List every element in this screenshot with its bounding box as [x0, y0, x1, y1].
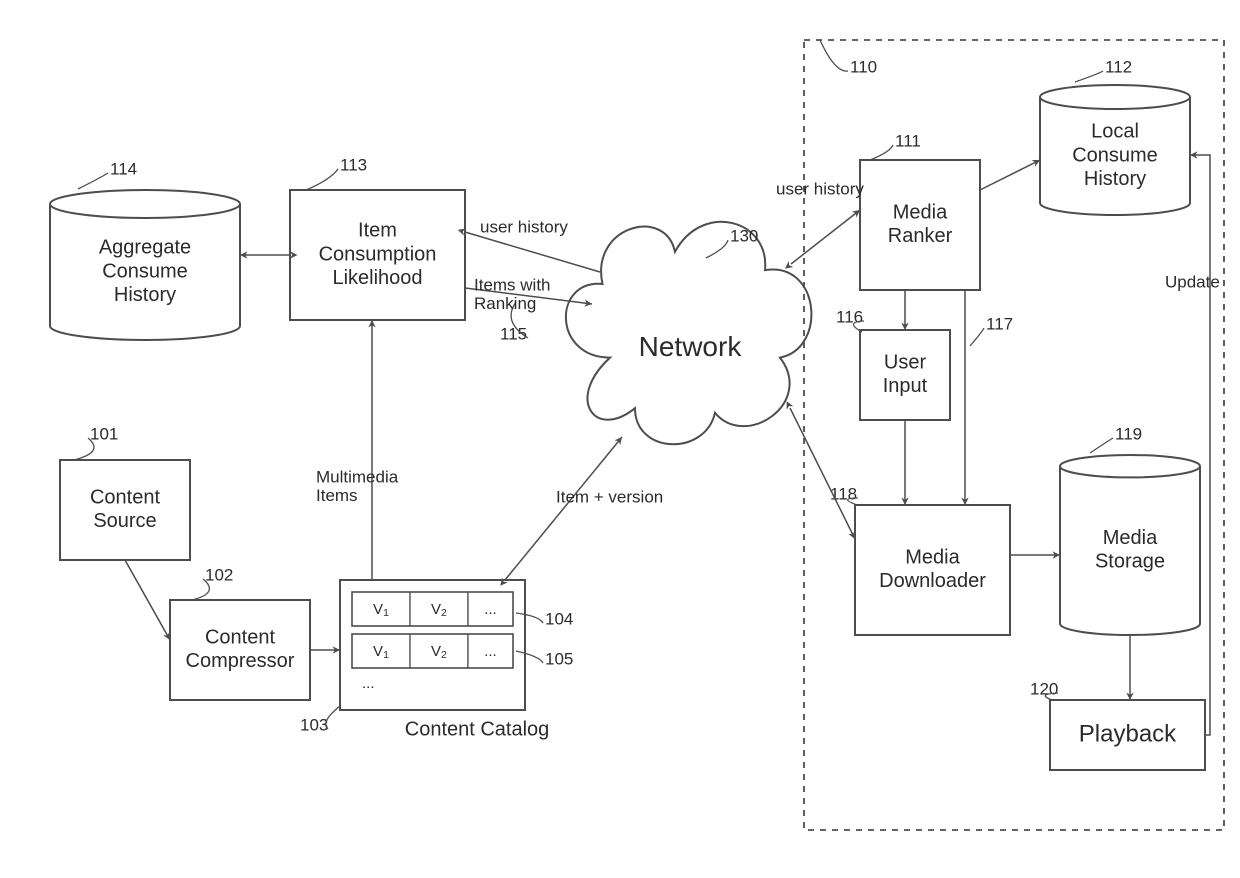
node-label: Item — [358, 220, 397, 242]
edge-label: Multimedia — [316, 467, 399, 486]
node-label: Consume — [102, 260, 188, 282]
node-label: User — [884, 351, 927, 373]
node-label: Likelihood — [332, 267, 422, 289]
catalog-cell: V1 — [373, 601, 389, 619]
ref-label-118: 118 — [830, 484, 857, 503]
catalog-cell: V1 — [373, 643, 389, 661]
ref-leader-114 — [78, 173, 108, 189]
edge-label: user history — [480, 217, 568, 236]
node-label: Input — [883, 375, 928, 397]
node-label: History — [114, 284, 176, 306]
node-label: Consumption — [319, 243, 437, 265]
node-label: Content — [205, 626, 275, 648]
ref-label-103: 103 — [300, 715, 328, 734]
ref-label-113: 113 — [340, 155, 367, 174]
edge-label: Item + version — [556, 487, 663, 506]
ref-label-112: 112 — [1105, 57, 1132, 76]
edge-e-net-down — [790, 408, 855, 539]
ref-label-105: 105 — [545, 649, 573, 668]
node-label: Downloader — [879, 570, 986, 592]
ref-label-110: 110 — [850, 57, 877, 76]
ref-label-116: 116 — [836, 307, 863, 326]
edge-label: Items — [316, 486, 358, 505]
edge-e-play-hist — [1190, 155, 1210, 735]
ref-leader-101 — [74, 438, 94, 460]
edge-label: Items with — [474, 275, 551, 294]
node-label: Playback — [1079, 720, 1177, 747]
ref-leader-130 — [706, 240, 728, 258]
ref-leader-105 — [516, 651, 543, 663]
edge-label: Update — [1165, 272, 1220, 291]
node-label: Content — [90, 486, 160, 508]
node-label: Media — [1103, 527, 1158, 549]
edge-label: Ranking — [474, 294, 536, 313]
node-label-network: Network — [639, 331, 743, 362]
edge-e-cat-net — [505, 437, 622, 580]
edge-e-like-net-a — [465, 232, 600, 272]
node-label: Local — [1091, 121, 1139, 143]
ref-leader-117 — [970, 328, 984, 346]
ref-label-102: 102 — [205, 565, 233, 584]
node-label: Consume — [1072, 144, 1158, 166]
catalog-cell: ... — [484, 643, 497, 660]
node-label: Media — [905, 546, 960, 568]
catalog-cell: V2 — [431, 601, 447, 619]
ref-leader-102 — [192, 579, 209, 600]
ref-leader-110 — [820, 40, 848, 71]
ref-leader-111 — [870, 145, 893, 160]
node-label: Source — [93, 510, 156, 532]
ref-label-119: 119 — [1115, 424, 1142, 443]
catalog-cell: ... — [484, 601, 497, 618]
ref-label-111: 111 — [895, 131, 921, 150]
node-label: Aggregate — [99, 237, 191, 259]
node-label: Compressor — [186, 650, 295, 672]
node-label: History — [1084, 168, 1146, 190]
node-label: Ranker — [888, 225, 953, 247]
edge-e-src-comp — [125, 560, 170, 640]
ref-leader-112 — [1075, 71, 1103, 82]
device-container — [804, 40, 1224, 830]
ref-label-114: 114 — [110, 159, 137, 178]
edge-e-rank-hist — [980, 160, 1040, 190]
catalog-cell: V2 — [431, 643, 447, 661]
ref-label-101: 101 — [90, 424, 118, 443]
edge-e-net-rank — [791, 210, 860, 264]
ref-leader-113 — [306, 169, 338, 190]
node-label: Storage — [1095, 551, 1165, 573]
ref-leader-104 — [516, 613, 543, 623]
ref-label-104: 104 — [545, 609, 573, 628]
ref-leader-119 — [1090, 438, 1113, 453]
catalog-ellipsis: ... — [362, 675, 375, 692]
ref-label-117: 117 — [986, 314, 1013, 333]
catalog-caption: Content Catalog — [405, 718, 550, 740]
ref-label-130: 130 — [730, 226, 758, 245]
edge-label: user history — [776, 179, 864, 198]
ref-label-120: 120 — [1030, 679, 1058, 698]
node-label: Media — [893, 201, 948, 223]
